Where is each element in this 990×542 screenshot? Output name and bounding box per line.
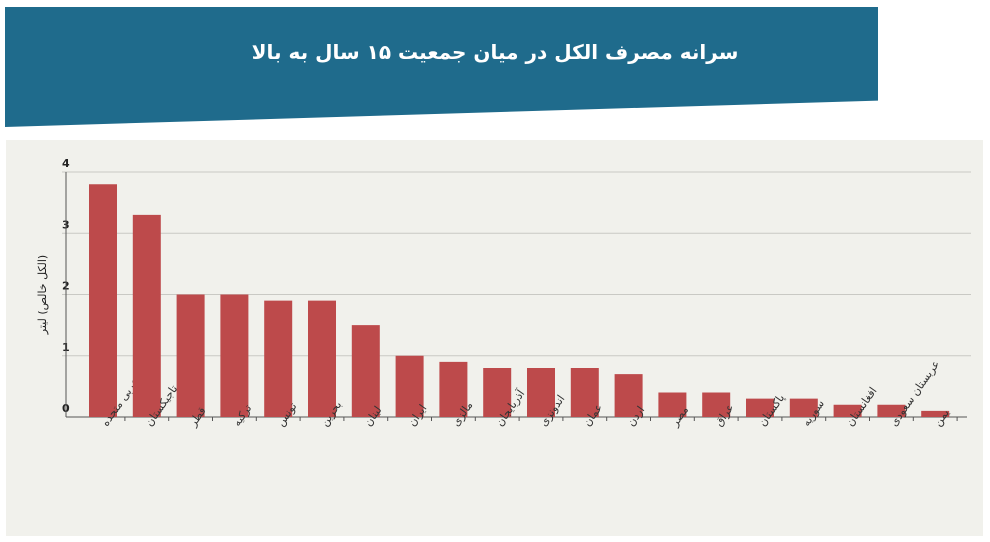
bar [570, 368, 599, 417]
bar [176, 294, 205, 417]
bar [614, 374, 643, 417]
chart-title: سرانه مصرف الکل در میان جمعیت ۱۵ سال به … [251, 40, 739, 64]
bar [658, 392, 687, 417]
bar [702, 392, 731, 417]
bar [395, 355, 424, 417]
bar [89, 184, 117, 417]
bar [921, 410, 950, 417]
bar [439, 361, 468, 417]
bar [264, 300, 293, 417]
title-banner [5, 7, 878, 127]
bar [789, 398, 818, 417]
bar [308, 300, 336, 417]
bar [527, 368, 555, 417]
y-axis-title: (الکل خالص) لیتر [36, 255, 49, 335]
x-tick-label: یمن [931, 407, 952, 429]
bar [220, 294, 249, 417]
bar [746, 398, 774, 417]
bar [833, 404, 862, 417]
bar [877, 404, 906, 417]
y-tick-label: 4 [62, 157, 70, 170]
bar [351, 325, 380, 417]
bar [483, 368, 512, 417]
bar [132, 214, 161, 417]
